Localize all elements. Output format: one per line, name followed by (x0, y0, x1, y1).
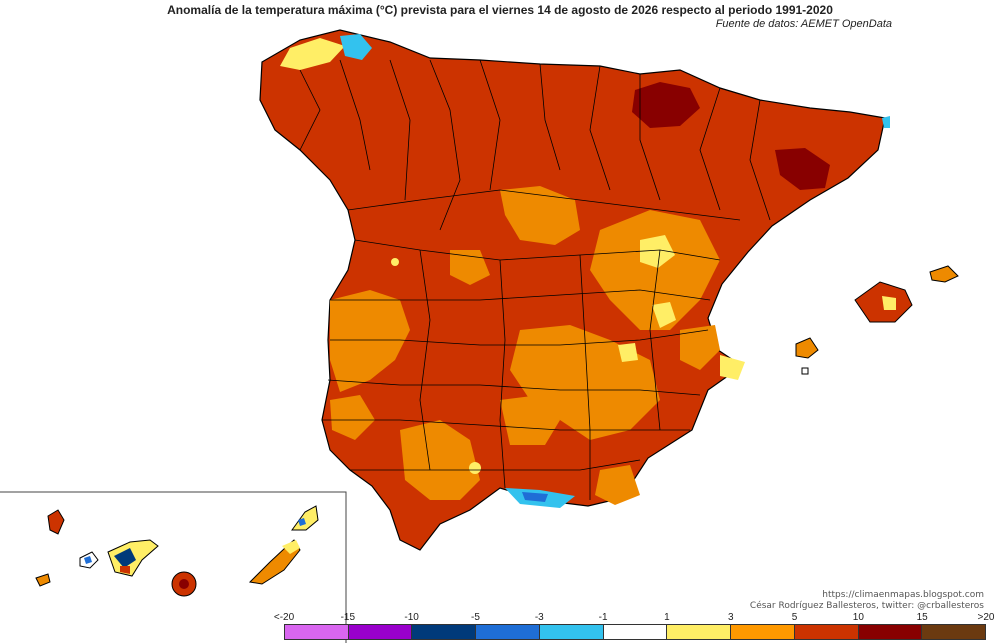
legend-bar (284, 624, 986, 640)
legend-swatch (858, 625, 923, 639)
anomaly-zone-extreme (632, 82, 830, 190)
legend-swatch (412, 625, 477, 639)
legend-swatch (922, 625, 986, 639)
anomaly-zone-cool (340, 34, 890, 508)
legend-tick: -1 (598, 612, 608, 623)
credits-author: César Rodríguez Ballesteros, twitter: @c… (749, 601, 984, 611)
anomaly-zone-mild (280, 38, 745, 474)
legend-swatch (539, 625, 604, 639)
legend-tick: 1 (664, 612, 670, 623)
province-borders (299, 59, 771, 500)
legend-tick: 15 (916, 612, 928, 623)
canary-islands (35, 505, 319, 597)
legend-swatch (476, 625, 540, 639)
data-source: Fuente de datos: AEMET OpenData (715, 18, 892, 30)
legend-swatch (603, 625, 668, 639)
legend-tick: <-20 (273, 612, 295, 623)
legend-tick: 3 (727, 612, 734, 623)
legend-tick: -5 (471, 612, 480, 623)
balearic-islands (795, 265, 959, 375)
color-legend: <-20 -15 -10 -5 -3 -1 1 3 5 10 15 >20 (274, 612, 995, 642)
credits: https://climaenmapas.blogspot.com César … (750, 590, 984, 612)
legend-swatch (348, 625, 413, 639)
anomaly-zone-moderate (330, 186, 720, 505)
legend-swatch (285, 625, 349, 639)
credits-url: https://climaenmapas.blogspot.com (822, 590, 984, 600)
legend-swatch (731, 625, 795, 639)
legend-tick: 10 (852, 612, 864, 623)
legend-tick: 5 (791, 612, 798, 623)
legend-ticks: <-20 -15 -10 -5 -3 -1 1 3 5 10 15 >20 (274, 612, 995, 624)
peninsula (259, 29, 886, 551)
legend-swatch (667, 625, 732, 639)
legend-tick: -3 (534, 612, 544, 623)
map-title: Anomalía de la temperatura máxima (°C) p… (167, 3, 833, 17)
legend-tick: -10 (404, 612, 419, 623)
legend-swatch (794, 625, 859, 639)
legend-tick: >20 (977, 612, 995, 623)
canary-inset-frame (0, 491, 347, 643)
legend-tick: -15 (340, 612, 356, 623)
